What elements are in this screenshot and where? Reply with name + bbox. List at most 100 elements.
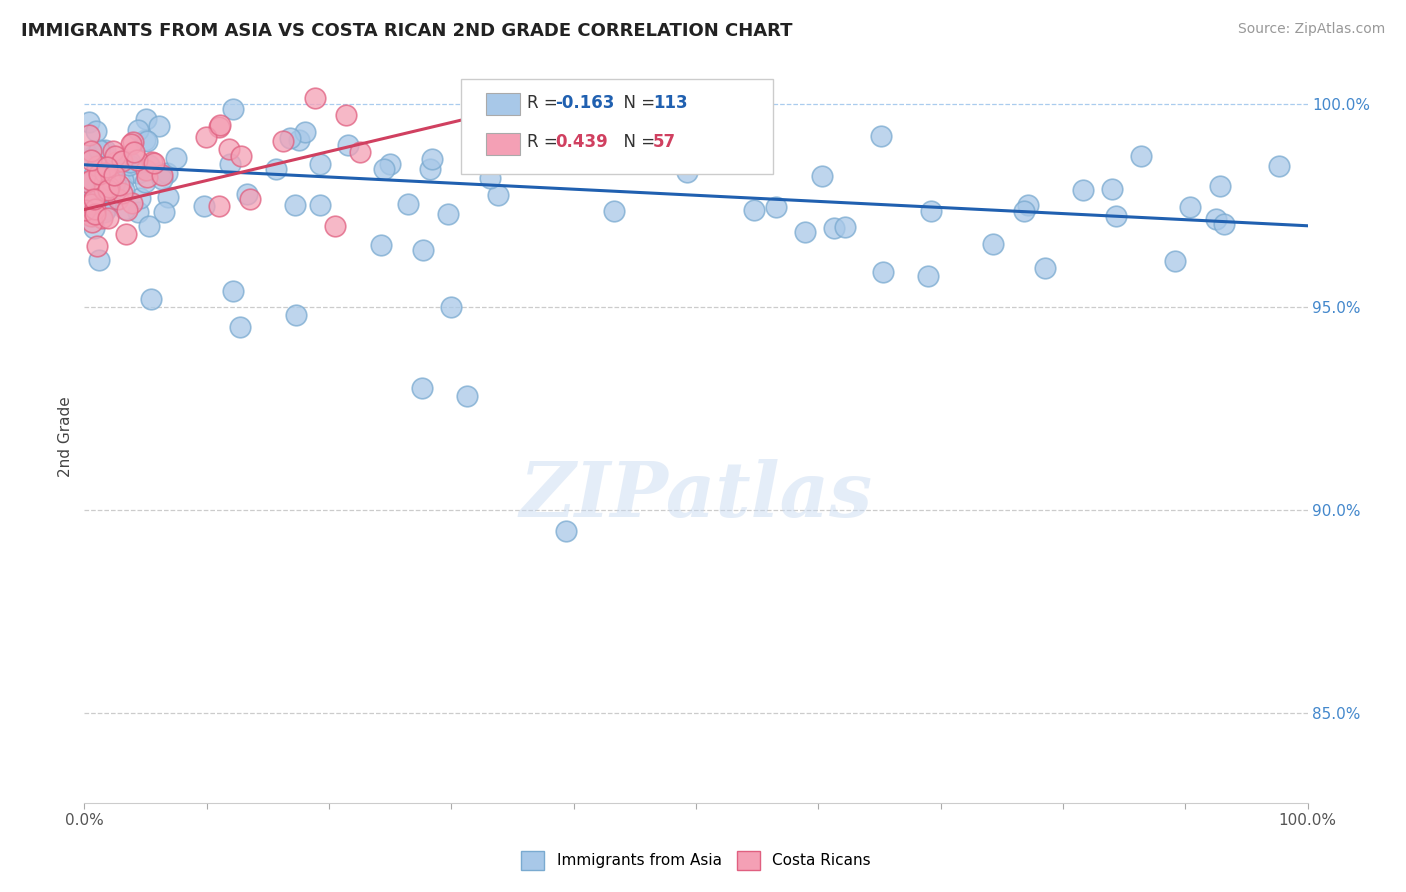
Point (89, 252, 111, 267)
Point (156, 166, 179, 180)
Text: Source: ZipAtlas.com: Source: ZipAtlas.com (1237, 22, 1385, 37)
Point (1033, 260, 1056, 275)
Point (96, 195, 118, 210)
Y-axis label: 2nd Grade: 2nd Grade (58, 397, 73, 477)
Point (238, 192, 260, 206)
FancyBboxPatch shape (485, 133, 520, 154)
Point (120, 136, 142, 151)
Point (90, 211, 112, 225)
Point (89, 143, 111, 157)
Legend: Immigrants from Asia, Costa Ricans: Immigrants from Asia, Costa Ricans (515, 845, 877, 876)
Point (114, 227, 136, 241)
Point (80, 196, 103, 211)
Point (288, 133, 311, 147)
Point (222, 103, 245, 117)
Text: 57: 57 (654, 133, 676, 151)
Point (82, 215, 104, 229)
Point (111, 153, 134, 168)
Point (83, 221, 105, 235)
Point (823, 220, 845, 235)
Point (89, 167, 111, 181)
Point (308, 198, 330, 212)
Point (1071, 182, 1094, 196)
Point (150, 168, 173, 182)
Point (323, 219, 346, 233)
Point (93, 179, 115, 194)
Point (83, 168, 105, 182)
Point (96, 161, 118, 175)
Point (129, 191, 152, 205)
Point (742, 202, 765, 217)
Point (1209, 178, 1232, 193)
Point (112, 184, 135, 198)
Point (96, 202, 118, 216)
Point (101, 164, 124, 178)
Text: 113: 113 (654, 94, 688, 112)
Point (412, 243, 434, 257)
FancyBboxPatch shape (485, 94, 520, 115)
Point (104, 149, 127, 163)
Point (87, 143, 110, 157)
Point (1012, 204, 1035, 219)
Point (79, 172, 101, 186)
Point (1101, 182, 1123, 196)
Point (127, 204, 149, 219)
Point (1212, 217, 1234, 231)
Point (304, 90, 326, 104)
Point (93, 205, 115, 219)
Point (76, 175, 98, 189)
Point (370, 238, 392, 252)
Point (93, 176, 115, 190)
Point (107, 192, 129, 206)
Point (284, 308, 307, 322)
Point (396, 197, 419, 211)
Point (194, 130, 217, 145)
Point (193, 198, 215, 212)
Point (411, 381, 433, 395)
Point (135, 162, 157, 177)
Point (1180, 200, 1202, 214)
Point (83, 202, 105, 216)
Point (83, 192, 105, 206)
Point (103, 168, 125, 182)
Point (870, 128, 893, 143)
Point (94, 172, 117, 186)
Point (90, 176, 112, 190)
Point (527, 144, 550, 158)
Point (103, 169, 125, 183)
Point (479, 170, 502, 185)
Point (139, 292, 162, 306)
Point (127, 153, 149, 168)
Point (117, 202, 139, 217)
Text: 0.439: 0.439 (555, 133, 607, 151)
Point (236, 187, 259, 202)
Point (134, 133, 156, 147)
Point (98, 173, 121, 187)
Point (337, 138, 360, 153)
Point (810, 169, 832, 184)
Point (153, 204, 176, 219)
Point (456, 389, 478, 403)
Point (229, 320, 252, 334)
Point (1105, 209, 1128, 223)
Text: N =: N = (613, 94, 661, 112)
Point (440, 300, 463, 314)
Point (603, 204, 626, 219)
Point (1205, 212, 1227, 227)
Point (108, 178, 131, 193)
Point (75, 182, 97, 196)
Point (378, 156, 401, 170)
Point (79, 182, 101, 196)
Point (73, 177, 96, 191)
Point (271, 134, 294, 148)
Point (150, 171, 173, 186)
Point (97, 183, 120, 197)
Point (73, 183, 96, 197)
Point (80, 206, 103, 220)
Point (79, 176, 101, 190)
Point (138, 219, 160, 233)
Point (555, 524, 578, 538)
Point (83, 148, 105, 162)
Point (149, 166, 172, 180)
Point (105, 154, 128, 169)
